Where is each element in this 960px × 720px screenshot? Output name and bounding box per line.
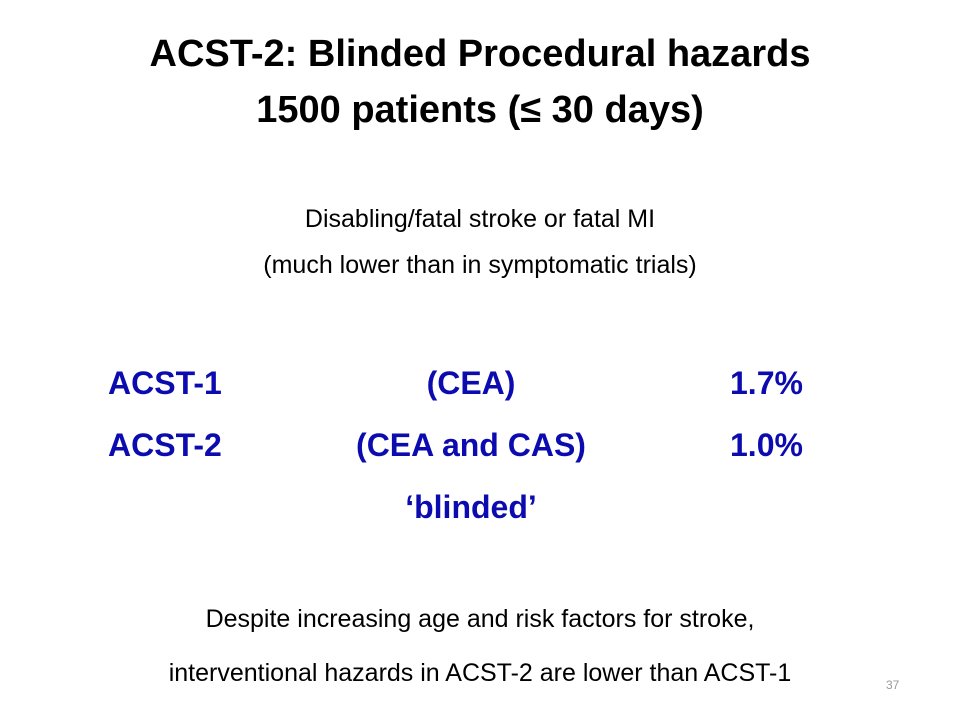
hazard-rate: 1.7% (730, 365, 803, 401)
footer-line-1: Despite increasing age and risk factors … (205, 605, 755, 633)
subtitle-line-2: (much lower than in symptomatic trials) (263, 251, 697, 279)
result-row-acst-1: ACST-1 (CEA) 1.7% (0, 358, 960, 408)
slide-title-line-1: ACST-2: Blinded Procedural hazards (149, 33, 811, 75)
hazard-rate: 1.0% (730, 427, 803, 463)
footer-line-2: interventional hazards in ACST-2 are low… (168, 659, 792, 687)
page-number: 37 (886, 678, 900, 692)
blinded-note-row: ‘blinded’ (0, 482, 960, 532)
result-row-acst-2: ACST-2 (CEA and CAS) 1.0% (0, 420, 960, 470)
subtitle-line-1: Disabling/fatal stroke or fatal MI (304, 205, 656, 233)
trial-name: ACST-2 (108, 427, 222, 463)
procedure-label: (CEA) (426, 365, 516, 401)
slide-title-line-2: 1500 patients (≤ 30 days) (256, 89, 704, 131)
trial-name: ACST-1 (108, 365, 222, 401)
procedure-label: (CEA and CAS) (356, 427, 586, 463)
blinded-label: ‘blinded’ (405, 489, 537, 525)
